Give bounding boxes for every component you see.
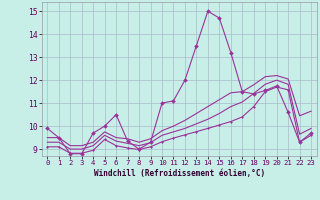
X-axis label: Windchill (Refroidissement éolien,°C): Windchill (Refroidissement éolien,°C) bbox=[94, 169, 265, 178]
